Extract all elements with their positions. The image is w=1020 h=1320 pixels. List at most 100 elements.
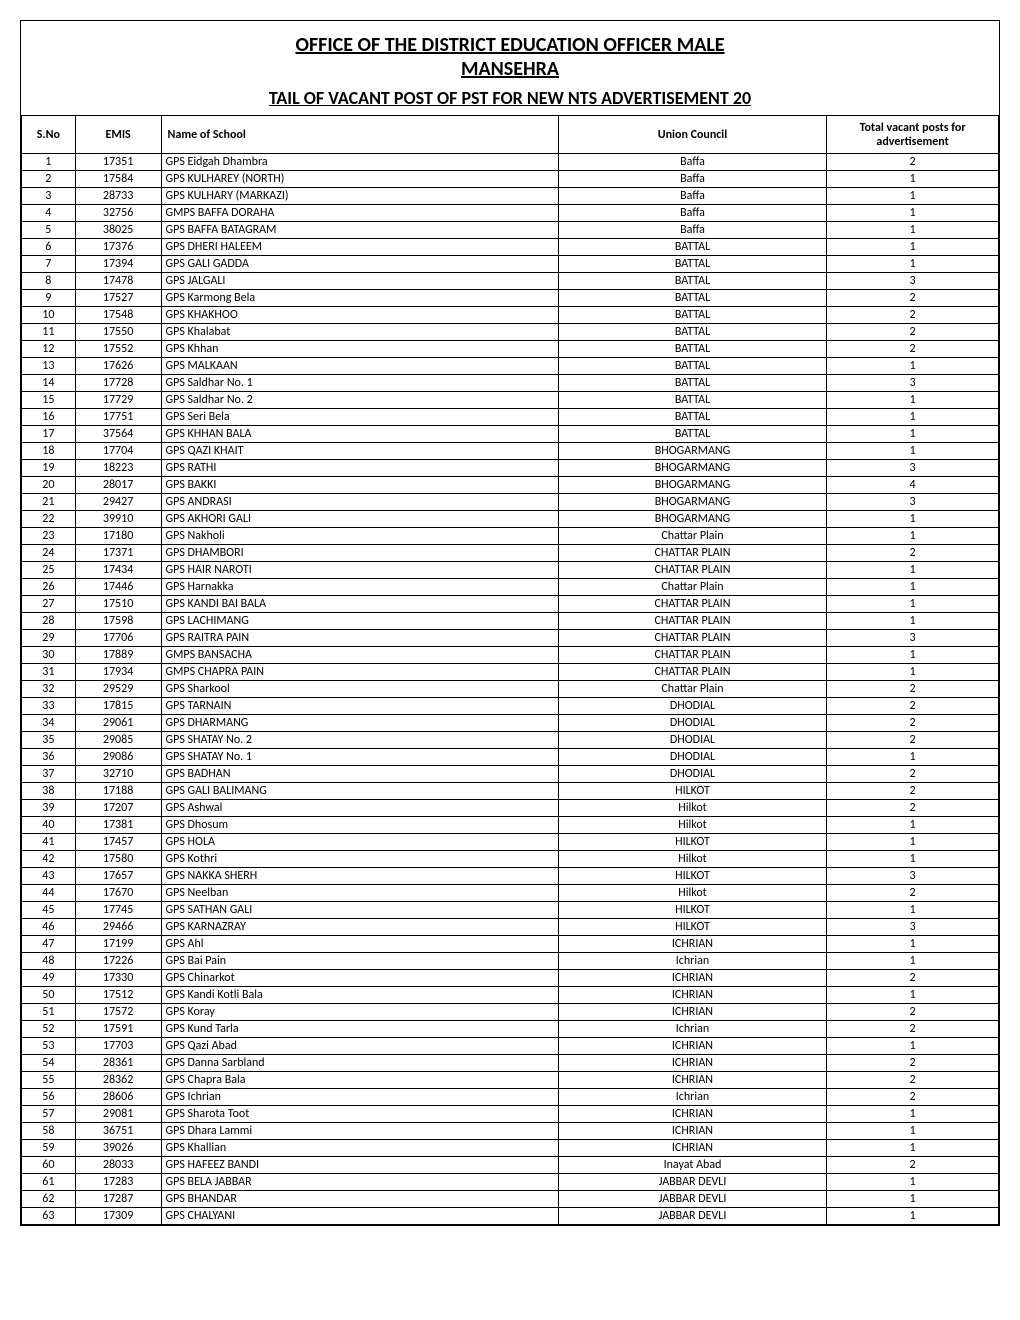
table-row: 5428361GPS Danna SarblandICHRIAN2 <box>22 1055 999 1072</box>
cell-uc: ICHRIAN <box>558 1072 826 1089</box>
cell-uc: HILKOT <box>558 783 826 800</box>
table-row: 5939026GPS KhallianICHRIAN1 <box>22 1140 999 1157</box>
cell-emis: 17751 <box>75 409 161 426</box>
cell-emis: 17309 <box>75 1208 161 1225</box>
cell-sno: 43 <box>22 868 76 885</box>
cell-name: GPS Khalabat <box>161 324 558 341</box>
cell-sno: 33 <box>22 698 76 715</box>
cell-sno: 52 <box>22 1021 76 1038</box>
cell-sno: 55 <box>22 1072 76 1089</box>
cell-name: GPS Kothri <box>161 851 558 868</box>
cell-sno: 41 <box>22 834 76 851</box>
table-row: 6117283GPS BELA JABBARJABBAR DEVLI1 <box>22 1174 999 1191</box>
heading-detail: TAIL OF VACANT POST OF PST FOR NEW NTS A… <box>21 85 999 115</box>
cell-sno: 14 <box>22 375 76 392</box>
table-row: 1517729GPS Saldhar No. 2BATTAL1 <box>22 392 999 409</box>
cell-vacant: 2 <box>827 766 999 783</box>
cell-emis: 17226 <box>75 953 161 970</box>
document-container: OFFICE OF THE DISTRICT EDUCATION OFFICER… <box>20 20 1000 1226</box>
cell-vacant: 2 <box>827 1021 999 1038</box>
cell-uc: BATTAL <box>558 426 826 443</box>
cell-sno: 54 <box>22 1055 76 1072</box>
cell-uc: DHODIAL <box>558 732 826 749</box>
cell-vacant: 2 <box>827 970 999 987</box>
cell-name: GPS Khhan <box>161 341 558 358</box>
cell-vacant: 1 <box>827 171 999 188</box>
cell-name: GPS Sharkool <box>161 681 558 698</box>
cell-emis: 17552 <box>75 341 161 358</box>
table-row: 6317309GPS CHALYANIJABBAR DEVLI1 <box>22 1208 999 1225</box>
cell-vacant: 1 <box>827 936 999 953</box>
table-row: 432756GMPS BAFFA DORAHABaffa1 <box>22 205 999 222</box>
cell-vacant: 2 <box>827 154 999 171</box>
cell-emis: 29085 <box>75 732 161 749</box>
table-row: 3917207GPS AshwalHilkot2 <box>22 800 999 817</box>
header-sno: S.No <box>22 116 76 154</box>
cell-emis: 17580 <box>75 851 161 868</box>
cell-uc: BATTAL <box>558 375 826 392</box>
table-row: 4417670GPS NeelbanHilkot2 <box>22 885 999 902</box>
cell-name: GPS RATHI <box>161 460 558 477</box>
cell-sno: 46 <box>22 919 76 936</box>
table-row: 917527GPS Karmong BelaBATTAL2 <box>22 290 999 307</box>
table-row: 1817704GPS QAZI KHAITBHOGARMANG1 <box>22 443 999 460</box>
cell-name: GPS KULHARY (MARKAZI) <box>161 188 558 205</box>
cell-sno: 58 <box>22 1123 76 1140</box>
cell-uc: Inayat Abad <box>558 1157 826 1174</box>
table-row: 5628606GPS IchrianIchrian2 <box>22 1089 999 1106</box>
cell-name: GPS DHARMANG <box>161 715 558 732</box>
cell-uc: CHATTAR PLAIN <box>558 647 826 664</box>
cell-name: GPS Ashwal <box>161 800 558 817</box>
cell-sno: 7 <box>22 256 76 273</box>
cell-vacant: 1 <box>827 1140 999 1157</box>
cell-sno: 38 <box>22 783 76 800</box>
cell-uc: Chattar Plain <box>558 579 826 596</box>
cell-emis: 29529 <box>75 681 161 698</box>
cell-vacant: 3 <box>827 494 999 511</box>
cell-name: GPS SATHAN GALI <box>161 902 558 919</box>
cell-uc: HILKOT <box>558 868 826 885</box>
cell-emis: 17207 <box>75 800 161 817</box>
cell-sno: 48 <box>22 953 76 970</box>
cell-sno: 15 <box>22 392 76 409</box>
cell-sno: 5 <box>22 222 76 239</box>
cell-emis: 17527 <box>75 290 161 307</box>
cell-vacant: 1 <box>827 647 999 664</box>
table-row: 3317815GPS TARNAINDHODIAL2 <box>22 698 999 715</box>
cell-name: GPS NAKKA SHERH <box>161 868 558 885</box>
cell-name: GPS Eidgah Dhambra <box>161 154 558 171</box>
cell-name: GPS Khallian <box>161 1140 558 1157</box>
cell-sno: 27 <box>22 596 76 613</box>
cell-emis: 17815 <box>75 698 161 715</box>
cell-vacant: 2 <box>827 1089 999 1106</box>
cell-sno: 40 <box>22 817 76 834</box>
cell-uc: ICHRIAN <box>558 970 826 987</box>
cell-name: GMPS BAFFA DORAHA <box>161 205 558 222</box>
cell-sno: 22 <box>22 511 76 528</box>
cell-sno: 37 <box>22 766 76 783</box>
cell-name: GPS JALGALI <box>161 273 558 290</box>
table-row: 5528362GPS Chapra BalaICHRIAN2 <box>22 1072 999 1089</box>
cell-uc: BATTAL <box>558 273 826 290</box>
cell-name: GPS AKHORI GALI <box>161 511 558 528</box>
cell-sno: 31 <box>22 664 76 681</box>
cell-uc: CHATTAR PLAIN <box>558 630 826 647</box>
cell-emis: 17394 <box>75 256 161 273</box>
table-row: 3229529GPS SharkoolChattar Plain2 <box>22 681 999 698</box>
cell-vacant: 2 <box>827 698 999 715</box>
cell-vacant: 1 <box>827 1191 999 1208</box>
table-row: 1737564GPS KHHAN BALABATTAL1 <box>22 426 999 443</box>
cell-name: GPS KULHAREY (NORTH) <box>161 171 558 188</box>
cell-emis: 17434 <box>75 562 161 579</box>
table-row: 217584GPS KULHAREY (NORTH)Baffa1 <box>22 171 999 188</box>
cell-uc: Hilkot <box>558 851 826 868</box>
cell-name: GPS LACHIMANG <box>161 613 558 630</box>
cell-uc: BHOGARMANG <box>558 494 826 511</box>
table-row: 1918223GPS RATHIBHOGARMANG3 <box>22 460 999 477</box>
cell-sno: 28 <box>22 613 76 630</box>
cell-sno: 39 <box>22 800 76 817</box>
cell-vacant: 2 <box>827 885 999 902</box>
cell-sno: 42 <box>22 851 76 868</box>
cell-name: GPS Ahl <box>161 936 558 953</box>
cell-uc: ICHRIAN <box>558 1123 826 1140</box>
